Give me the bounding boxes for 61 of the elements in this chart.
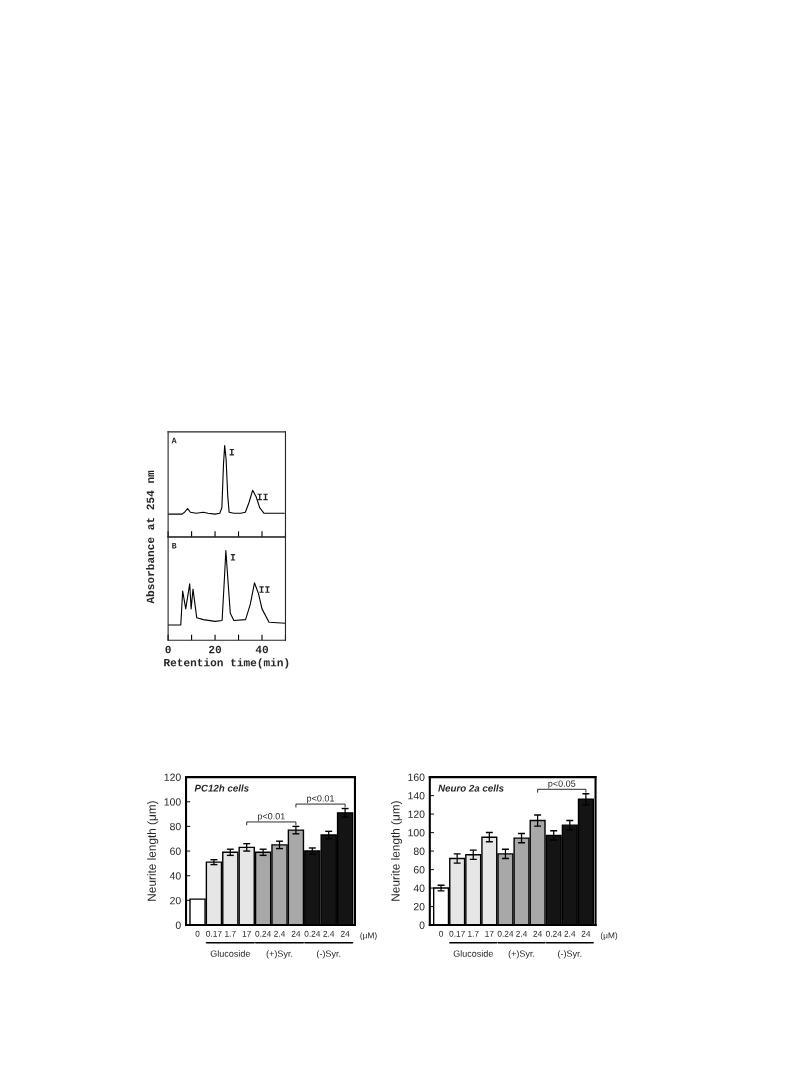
y-tick-label: 80: [413, 847, 425, 855]
y-tick-label: 40: [169, 872, 181, 880]
y-tick-label: 40: [413, 884, 425, 892]
text: (-)Syr.: [558, 950, 582, 959]
x-tick-label: 40: [255, 645, 269, 654]
y-tick-label: 20: [413, 903, 425, 911]
x-tick-label: 0.24: [304, 930, 321, 937]
x-tick-label: 17: [485, 930, 494, 937]
x-tick-label: 0.17: [449, 930, 465, 937]
chart-title: A: [171, 437, 177, 444]
x-tick-label: 0: [439, 930, 444, 937]
text: (+)Syr.: [508, 950, 535, 959]
text: Neuro 2a cells: [438, 784, 504, 792]
x-tick-label: 2.4: [274, 930, 286, 937]
x-tick-label: 17: [242, 930, 251, 937]
x-tick-label: 0.24: [497, 930, 514, 937]
annotation: I: [229, 449, 234, 456]
annotation: p<0.01: [257, 813, 285, 822]
chart-title: B: [172, 542, 177, 549]
y-axis-title: Absorbance at 254 nm: [146, 470, 155, 604]
text: Glucoside: [210, 950, 250, 957]
y-tick-label: 80: [170, 822, 181, 831]
y-tick-label: 120: [164, 773, 181, 781]
text: (μM): [360, 932, 377, 941]
annotation: p<0.01: [307, 795, 334, 804]
text: PC12h cells: [194, 784, 249, 792]
x-tick-label: 2.4: [323, 930, 335, 937]
x-tick-label: 24: [581, 930, 591, 937]
annotation: I: [230, 554, 236, 561]
y-tick-label: 100: [164, 798, 181, 806]
y-tick-label: 0: [419, 921, 425, 929]
x-tick-label: 0.24: [255, 930, 271, 937]
x-tick-label: 20: [209, 645, 222, 654]
x-tick-label: 1.7: [225, 930, 236, 937]
x-tick-label: 0: [195, 930, 200, 937]
x-tick-label: 0.17: [206, 930, 222, 937]
y-tick-label: 60: [413, 866, 425, 874]
y-axis-title: Neurite length (μm): [391, 801, 403, 901]
annotation: II: [259, 586, 270, 593]
y-axis-title: Neurite length (μm): [147, 801, 159, 901]
y-tick-label: 20: [170, 896, 181, 905]
x-tick-label: 1.7: [468, 930, 479, 937]
y-tick-label: 0: [175, 921, 181, 929]
annotation: p<0.05: [548, 780, 576, 789]
text: Glucoside: [453, 950, 493, 957]
x-tick-label: 24: [340, 930, 350, 937]
x-tick-label: 0.24: [545, 930, 562, 937]
y-tick-label: 140: [408, 792, 425, 800]
text: (μM): [600, 932, 618, 941]
text: (-)Syr.: [316, 950, 341, 959]
y-tick-label: 100: [408, 829, 425, 837]
x-tick-label: 2.4: [564, 930, 576, 937]
annotation: II: [257, 493, 268, 501]
y-tick-label: 60: [170, 847, 181, 855]
x-tick-label: 24: [533, 930, 543, 937]
x-axis-title: Retention time(min): [164, 658, 289, 669]
y-tick-label: 160: [408, 773, 425, 781]
x-tick-label: 2.4: [516, 930, 528, 937]
y-tick-label: 120: [408, 810, 425, 818]
text: (+)Syr.: [266, 950, 293, 959]
x-tick-label: 24: [291, 930, 301, 937]
